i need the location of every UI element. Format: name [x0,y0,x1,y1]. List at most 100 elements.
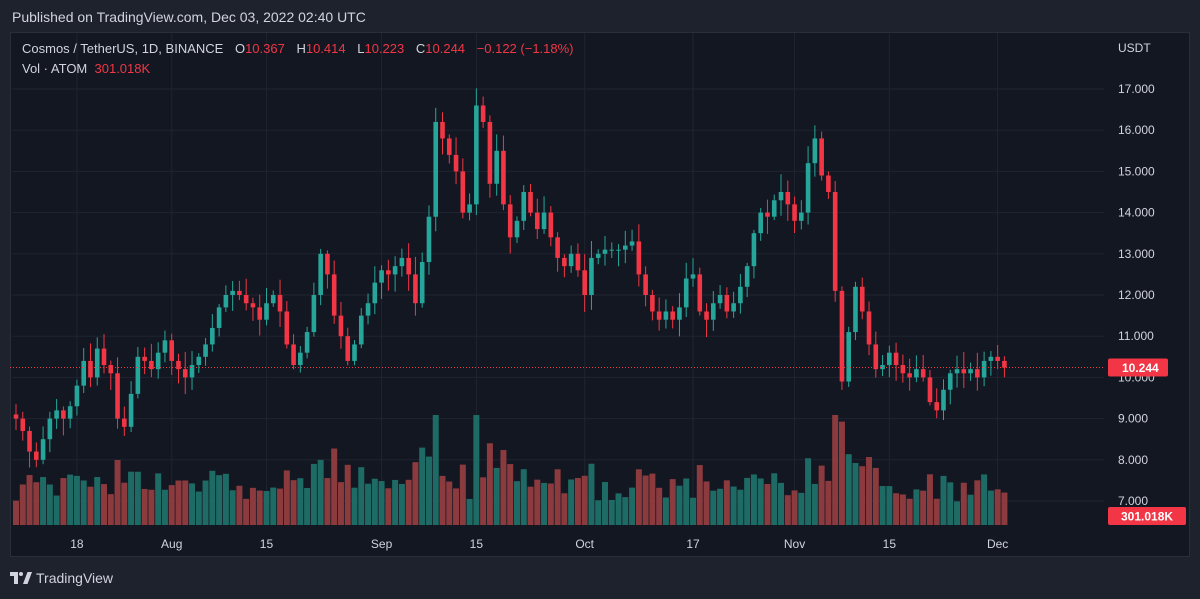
candle-body [582,270,587,295]
candle-body [480,105,486,122]
volume-bar [798,492,805,525]
price-tick-label: 11.000 [1118,329,1154,343]
candle-body [122,418,127,427]
volume-bar [439,475,446,525]
volume-bar [182,480,189,525]
candle-body [629,241,635,246]
candle-body [819,138,824,176]
volume-bar [771,473,778,525]
volume-bar [459,464,466,525]
volume-bar [866,457,873,525]
candle-body [853,286,858,333]
candle-body [907,373,912,378]
symbol-name[interactable]: Cosmos / TetherUS, 1D, BINANCE [22,41,224,56]
candle-body [826,175,831,192]
volume-bar [588,463,595,525]
candle-body [643,274,648,295]
candle-body [237,290,242,295]
candle-body [778,192,784,201]
volume-bar [757,478,764,525]
volume-bar [13,500,19,525]
volume-bar [669,479,676,525]
candle-body [13,414,19,419]
candle-body [243,295,249,304]
volume-bar [710,490,717,525]
candle-body [27,430,32,452]
volume-bar [107,494,114,525]
close-value: 10.244 [425,41,466,56]
candle-body [704,311,709,320]
candle-body [893,352,899,366]
candle-body [968,369,973,374]
candle-body [101,348,107,366]
candle-body [839,290,845,382]
candle-body [338,315,344,337]
candle-body [697,274,703,312]
volume-bar [195,491,202,525]
volume-bar [940,475,947,525]
volume-bar [778,482,785,525]
volume-bar [304,487,311,525]
candle-body [866,311,872,345]
volume-bar [987,490,994,525]
candle-body [162,340,168,353]
volume-tag-text: 301.018K [1121,510,1173,524]
volume-bar [432,415,439,525]
volume-bar [256,490,263,525]
candle-body [474,105,479,205]
volume-bar [622,497,629,525]
volume-bar [696,465,703,525]
candle-body [507,204,513,238]
volume-bar [601,481,608,525]
candle-body [501,150,506,205]
volume-bar [365,483,372,525]
open-label: O [234,41,246,56]
volume-bar [202,480,209,525]
candlesticks [13,88,1007,468]
candle-body [189,365,195,378]
candle-body [656,311,662,320]
volume-bar [283,470,290,525]
volume-bar [825,480,832,525]
volume-legend: Vol · ATOM 301.018K [22,61,150,76]
close-label: C [415,41,426,56]
axis-unit-label[interactable]: USDT [1118,41,1151,55]
candle-body [873,344,879,370]
volume-bar [40,477,47,525]
candle-body [352,344,357,361]
candle-body [947,373,953,390]
time-tick-label: Aug [161,537,182,551]
candle-body [832,192,838,291]
footer-brand[interactable]: TradingView [10,570,113,586]
candle-body [88,360,93,378]
volume-bar [764,483,771,525]
time-tick-label: Nov [784,537,805,551]
volume-bar [703,481,710,525]
candle-body [887,352,892,366]
candle-body [419,262,425,304]
volume-bar [893,493,900,525]
candle-body [94,348,100,378]
volume-bar [568,479,575,525]
tradingview-logo-icon [10,572,32,584]
volume-bar [19,484,26,525]
candle-body [264,303,269,320]
candle-body [961,369,967,374]
published-caption: Published on TradingView.com, Dec 03, 20… [12,9,366,25]
candle-body [568,253,574,267]
price-axis: 17.000 16.000 15.000 14.000 13.000 12.000 11.0… [1118,82,1155,508]
candle-body [900,365,906,374]
volume-bar [534,479,541,525]
last-price-tag-text: 10.244 [1122,361,1159,375]
volume-bar [26,475,33,525]
volume-bar [392,479,399,525]
volume-bar [398,483,405,525]
candle-body [142,356,147,361]
candle-body [981,360,987,378]
candle-body [135,356,141,394]
volume-bar [351,487,358,525]
volume-bar [608,499,615,525]
volume-label[interactable]: Vol · ATOM [22,61,88,76]
candle-body [210,327,215,345]
